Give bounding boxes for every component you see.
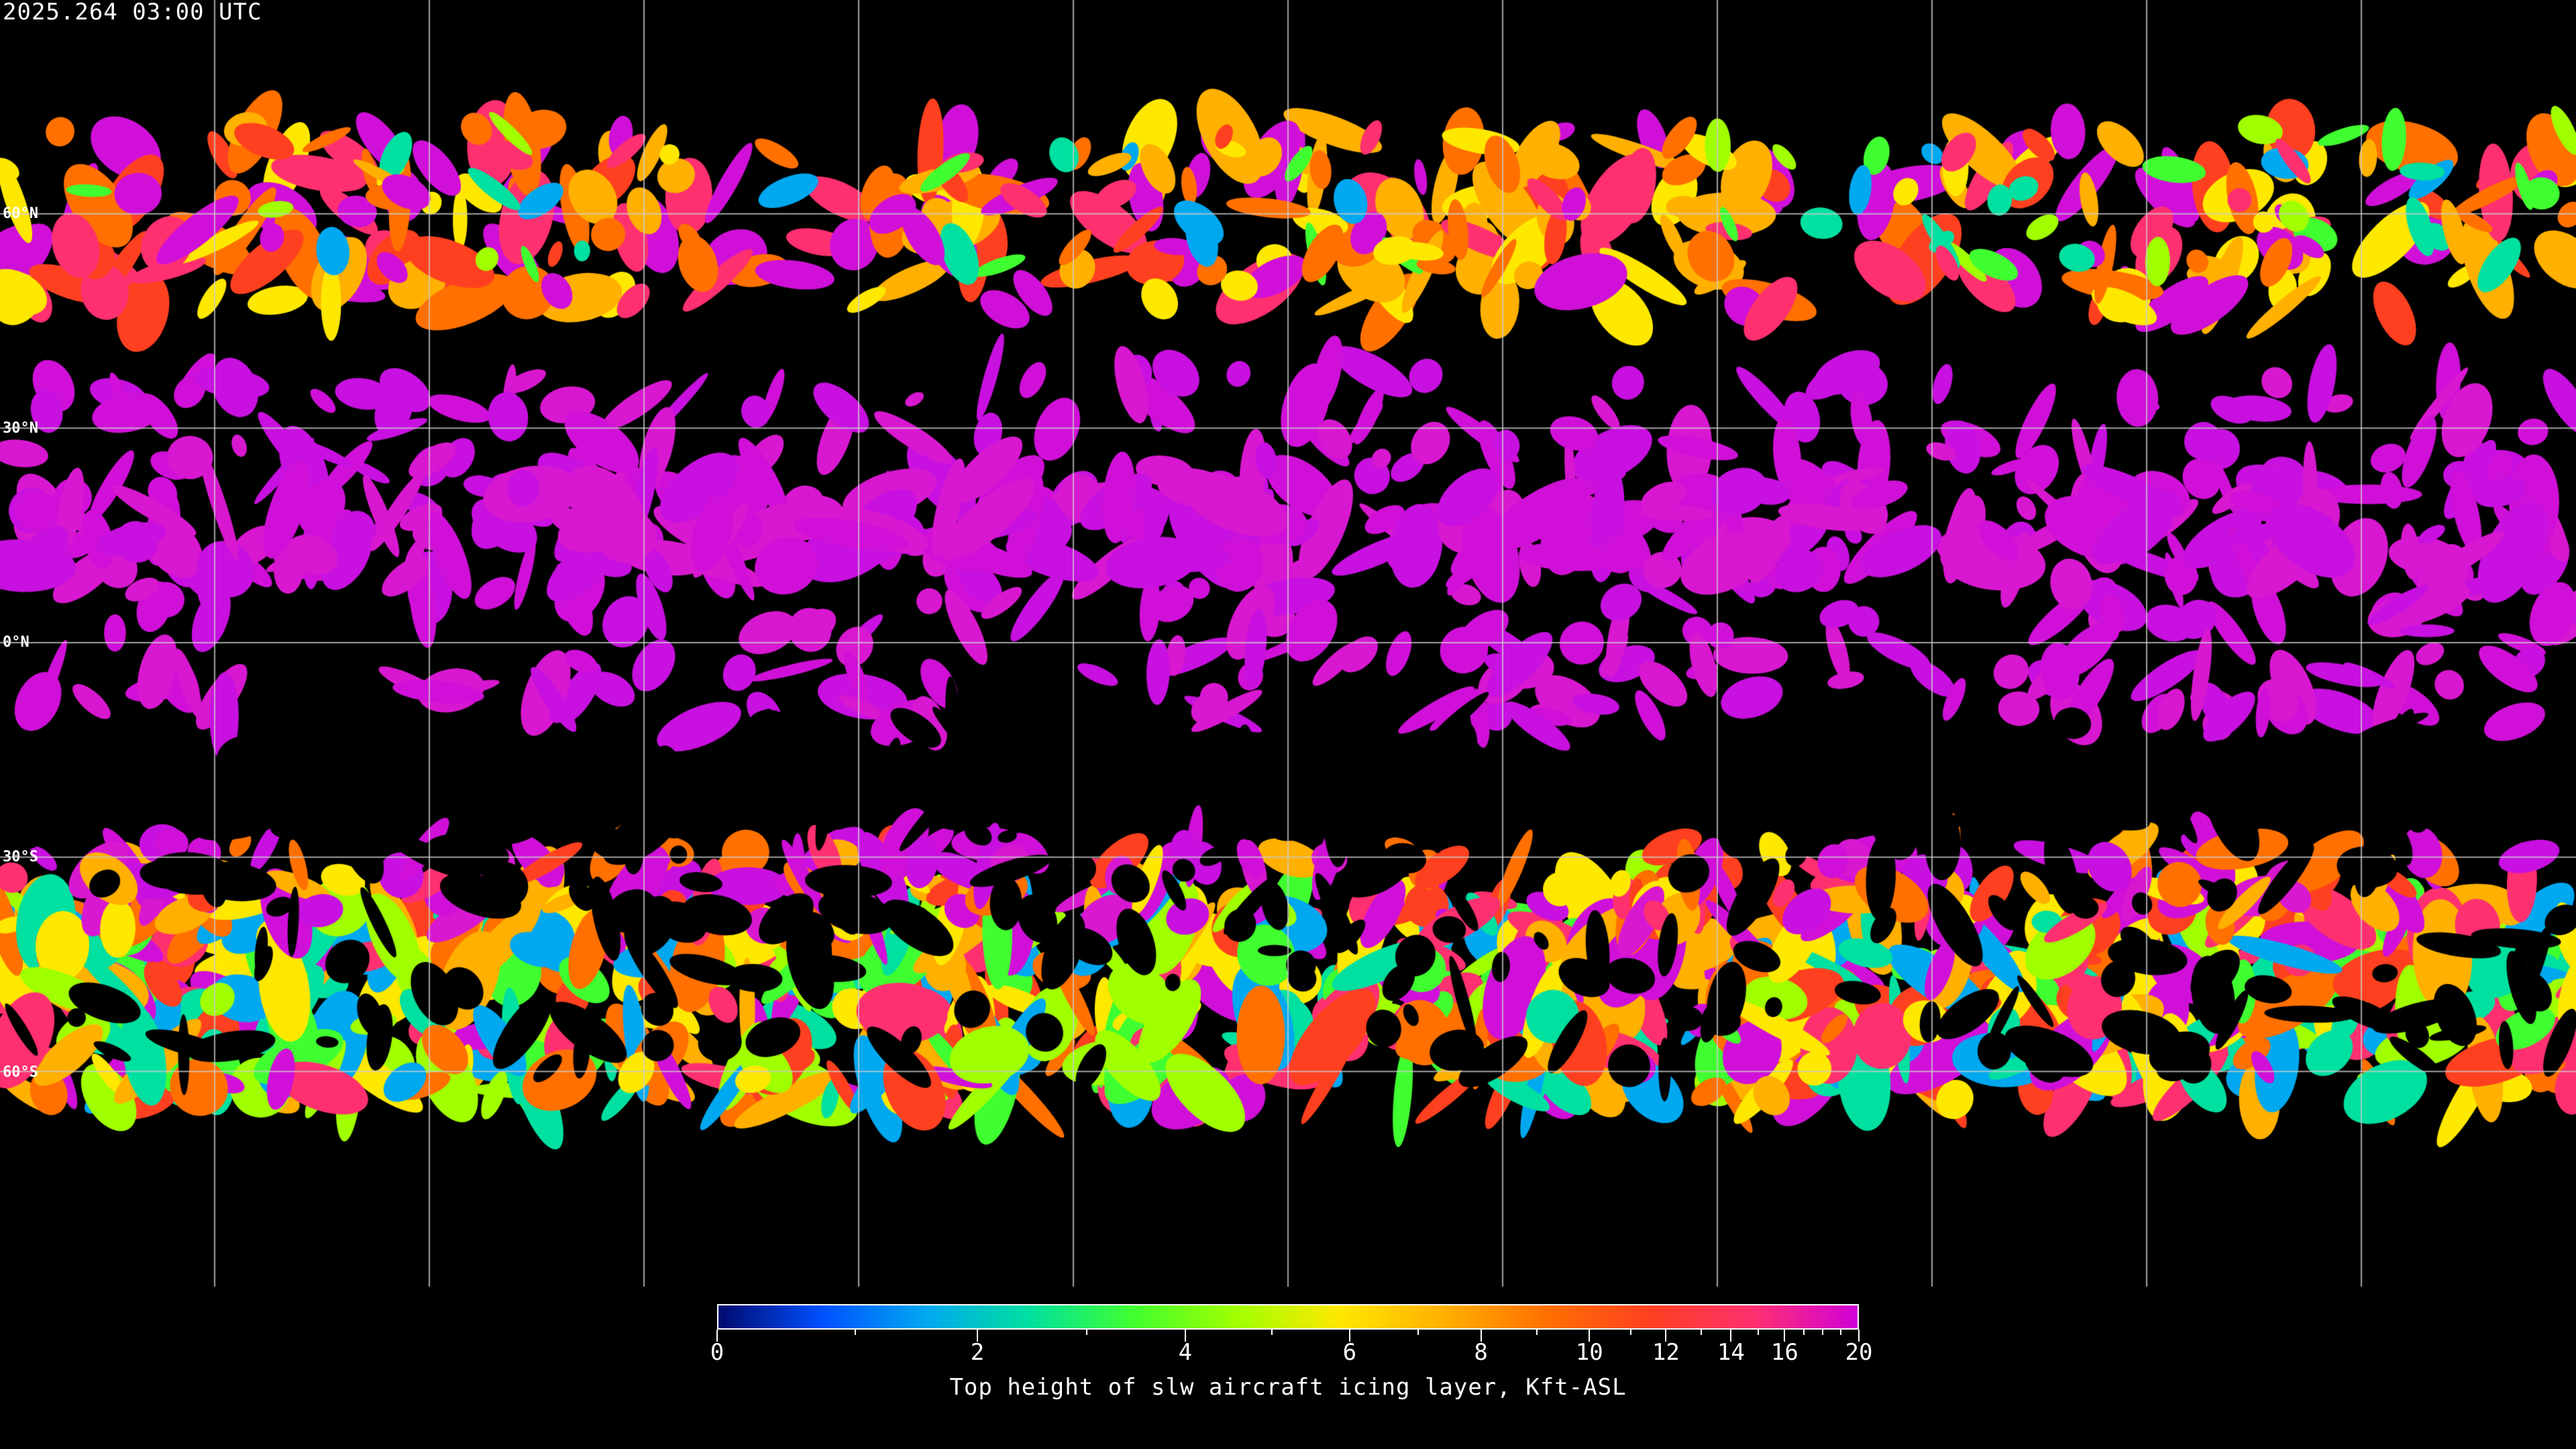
colorbar-tick [1086, 1330, 1088, 1335]
colorbar-tick-label: 4 [1178, 1339, 1193, 1366]
lat-label-60n: 60°N [3, 205, 38, 222]
colorbar-tick [1184, 1330, 1186, 1342]
colorbar-tick-label: 0 [710, 1339, 724, 1366]
colorbar-tick [1784, 1330, 1786, 1342]
colorbar-tick [1665, 1330, 1667, 1342]
colorbar-tick [1629, 1330, 1631, 1335]
colorbar-title: Top height of slw aircraft icing layer, … [949, 1374, 1627, 1401]
colorbar-tick [1589, 1330, 1591, 1342]
colorbar-tick-label: 16 [1770, 1339, 1799, 1366]
colorbar-tick [716, 1330, 718, 1342]
colorbar-tick [1701, 1330, 1703, 1335]
lat-label-60s: 60°S [3, 1064, 38, 1081]
colorbar-tick-label: 20 [1845, 1339, 1873, 1366]
colorbar-tick [1536, 1330, 1538, 1335]
colorbar-tick-label: 12 [1652, 1339, 1680, 1366]
colorbar-tick [1271, 1330, 1273, 1335]
colorbar-tick [1821, 1330, 1823, 1335]
colorbar-tick [1839, 1330, 1841, 1335]
colorbar-tick-label: 8 [1474, 1339, 1488, 1366]
timestamp: 2025.264 03:00 UTC [3, 0, 262, 25]
colorbar-tick [1348, 1330, 1350, 1342]
colorbar-tick [977, 1330, 979, 1342]
colorbar-tick [1858, 1330, 1860, 1342]
lat-label-0n: 0°N [3, 634, 30, 651]
colorbar-tick [1730, 1330, 1732, 1342]
lat-lon-grid [0, 0, 2576, 1287]
colorbar-tick [854, 1330, 856, 1335]
lat-label-30n: 30°N [3, 420, 38, 437]
colorbar-tick-label: 14 [1717, 1339, 1745, 1366]
colorbar-tick [1758, 1330, 1760, 1335]
satellite-map [0, 0, 2576, 1287]
colorbar-tick-label: 10 [1575, 1339, 1603, 1366]
colorbar-tick-label: 2 [970, 1339, 985, 1366]
colorbar-tick [1480, 1330, 1482, 1342]
colorbar [717, 1304, 1859, 1330]
colorbar-tick [1803, 1330, 1805, 1335]
colorbar-tick [1417, 1330, 1419, 1335]
lat-label-30s: 30°S [3, 849, 38, 865]
colorbar-tick-label: 6 [1342, 1339, 1357, 1366]
